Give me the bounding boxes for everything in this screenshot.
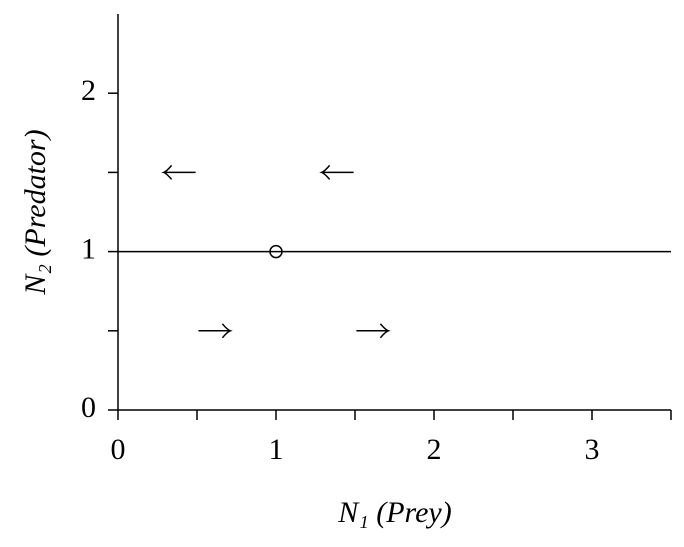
- y-tick-label: 1: [81, 232, 96, 265]
- equilibrium-point: [269, 244, 283, 259]
- y-tick-label: 2: [81, 74, 96, 107]
- flow-arrow: [198, 323, 233, 339]
- y-tick-label: 0: [81, 391, 96, 424]
- flow-arrow: [161, 164, 196, 180]
- x-tick-label: 3: [585, 433, 600, 466]
- x-tick-label: 1: [269, 433, 284, 466]
- y-axis-label: N₂ (Predator): [19, 129, 52, 295]
- flow-arrow: [319, 164, 354, 180]
- flow-arrow: [356, 323, 391, 339]
- x-tick-label: 2: [427, 433, 442, 466]
- x-tick-label: 0: [111, 433, 126, 466]
- x-axis-label: N₁ (Prey): [337, 496, 451, 529]
